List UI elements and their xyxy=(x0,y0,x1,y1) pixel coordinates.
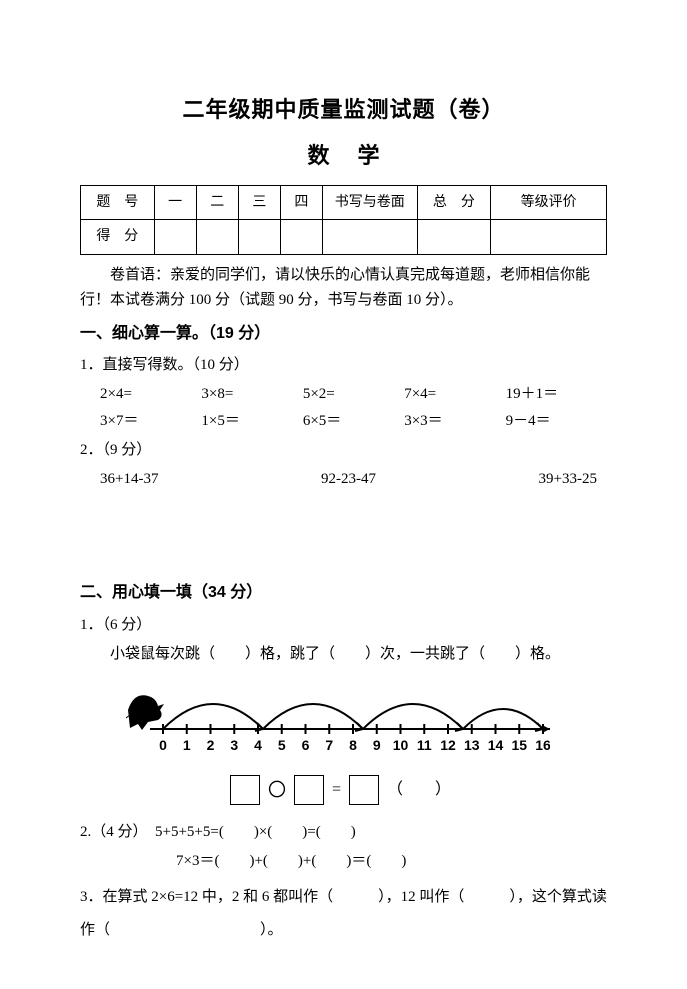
preface-text: 卷首语：亲爱的同学们，请以快乐的心情认真完成每道题，老师相信你能行！本试卷满分 … xyxy=(80,263,607,314)
expr: 5×2= xyxy=(303,381,404,408)
svg-text:8: 8 xyxy=(349,737,357,753)
s2q2-label: 2.（4 分） xyxy=(80,824,148,840)
s2q2-line2-wrap: 7×3＝( )+( )+( )＝( ) xyxy=(176,848,607,875)
row-label: 得 分 xyxy=(81,220,155,254)
cell xyxy=(322,220,417,254)
th: 等级评价 xyxy=(491,186,607,220)
svg-text:11: 11 xyxy=(417,737,432,753)
expr: 39+33-25 xyxy=(539,466,597,493)
section-1-heading: 一、细心算一算。（19 分） xyxy=(80,320,607,349)
th: 一 xyxy=(154,186,196,220)
expr: 1×5＝ xyxy=(201,408,302,435)
expr: 19＋1＝ xyxy=(506,381,607,408)
s2q1-label: 1．（6 分） xyxy=(80,612,607,639)
kangaroo-icon xyxy=(126,695,164,730)
s2q3: 3．在算式 2×6=12 中，2 和 6 都叫作（ ），12 叫作（ ），这个算… xyxy=(80,881,607,947)
expr: 92-23-47 xyxy=(321,466,376,493)
number-line-diagram: 012345678910111213141516 xyxy=(120,674,607,764)
eq-tail: （ ） xyxy=(387,776,451,805)
expr: 3×3＝ xyxy=(404,408,505,435)
blank-box xyxy=(349,775,379,805)
table-row: 得 分 xyxy=(81,220,607,254)
th: 四 xyxy=(280,186,322,220)
cell xyxy=(280,220,322,254)
svg-text:12: 12 xyxy=(440,737,456,753)
calc-row: 3×7＝ 1×5＝ 6×5＝ 3×3＝ 9－4＝ xyxy=(100,408,607,435)
cell xyxy=(196,220,238,254)
score-table: 题 号 一 二 三 四 书写与卷面 总 分 等级评价 得 分 xyxy=(80,185,607,254)
cell xyxy=(417,220,491,254)
table-row: 题 号 一 二 三 四 书写与卷面 总 分 等级评价 xyxy=(81,186,607,220)
svg-text:3: 3 xyxy=(230,737,238,753)
th: 总 分 xyxy=(417,186,491,220)
blank-box xyxy=(230,775,260,805)
q1-label: 1．直接写得数。（10 分） xyxy=(80,352,607,379)
svg-text:16: 16 xyxy=(535,737,550,753)
svg-text:7: 7 xyxy=(325,737,333,753)
expr: 9－4＝ xyxy=(506,408,607,435)
s2q2-line2: 7×3＝( )+( )+( )＝( ) xyxy=(176,853,406,869)
svg-text:0: 0 xyxy=(159,737,167,753)
eq-sign: = xyxy=(332,776,341,805)
s2q1-line: 小袋鼠每次跳（ ）格，跳了（ ）次，一共跳了（ ）格。 xyxy=(80,641,607,668)
svg-text:15: 15 xyxy=(511,737,527,753)
section-2-heading: 二、用心填一填（34 分） xyxy=(80,579,607,608)
blank-box xyxy=(294,775,324,805)
th: 二 xyxy=(196,186,238,220)
cell xyxy=(154,220,196,254)
page-title: 二年级期中质量监测试题（卷） xyxy=(80,90,607,130)
svg-text:14: 14 xyxy=(488,737,504,753)
expr: 6×5＝ xyxy=(303,408,404,435)
expr: 36+14-37 xyxy=(100,466,158,493)
q2-label: 2．（9 分） xyxy=(80,437,607,464)
expr: 2×4= xyxy=(100,381,201,408)
svg-text:2: 2 xyxy=(207,737,215,753)
s2q2-line1: 5+5+5+5=( )×( )=( ) xyxy=(155,824,356,840)
expr: 3×8= xyxy=(201,381,302,408)
svg-text:5: 5 xyxy=(278,737,286,753)
svg-text:1: 1 xyxy=(183,737,191,753)
expr: 7×4= xyxy=(404,381,505,408)
expr: 3×7＝ xyxy=(100,408,201,435)
th: 书写与卷面 xyxy=(322,186,417,220)
calc-row: 36+14-37 92-23-47 39+33-25 xyxy=(100,466,597,493)
svg-text:4: 4 xyxy=(254,737,262,753)
page-subtitle: 数学 xyxy=(80,136,607,176)
cell xyxy=(238,220,280,254)
svg-text:13: 13 xyxy=(464,737,480,753)
th: 题 号 xyxy=(81,186,155,220)
calc-row: 2×4= 3×8= 5×2= 7×4= 19＋1＝ xyxy=(100,381,607,408)
svg-text:6: 6 xyxy=(302,737,310,753)
box-equation: 〇 = （ ） xyxy=(230,774,607,806)
op-circle: 〇 xyxy=(268,774,286,806)
svg-text:10: 10 xyxy=(393,737,409,753)
cell xyxy=(491,220,607,254)
s2q2: 2.（4 分） 5+5+5+5=( )×( )=( ) xyxy=(80,819,607,846)
th: 三 xyxy=(238,186,280,220)
svg-text:9: 9 xyxy=(373,737,381,753)
